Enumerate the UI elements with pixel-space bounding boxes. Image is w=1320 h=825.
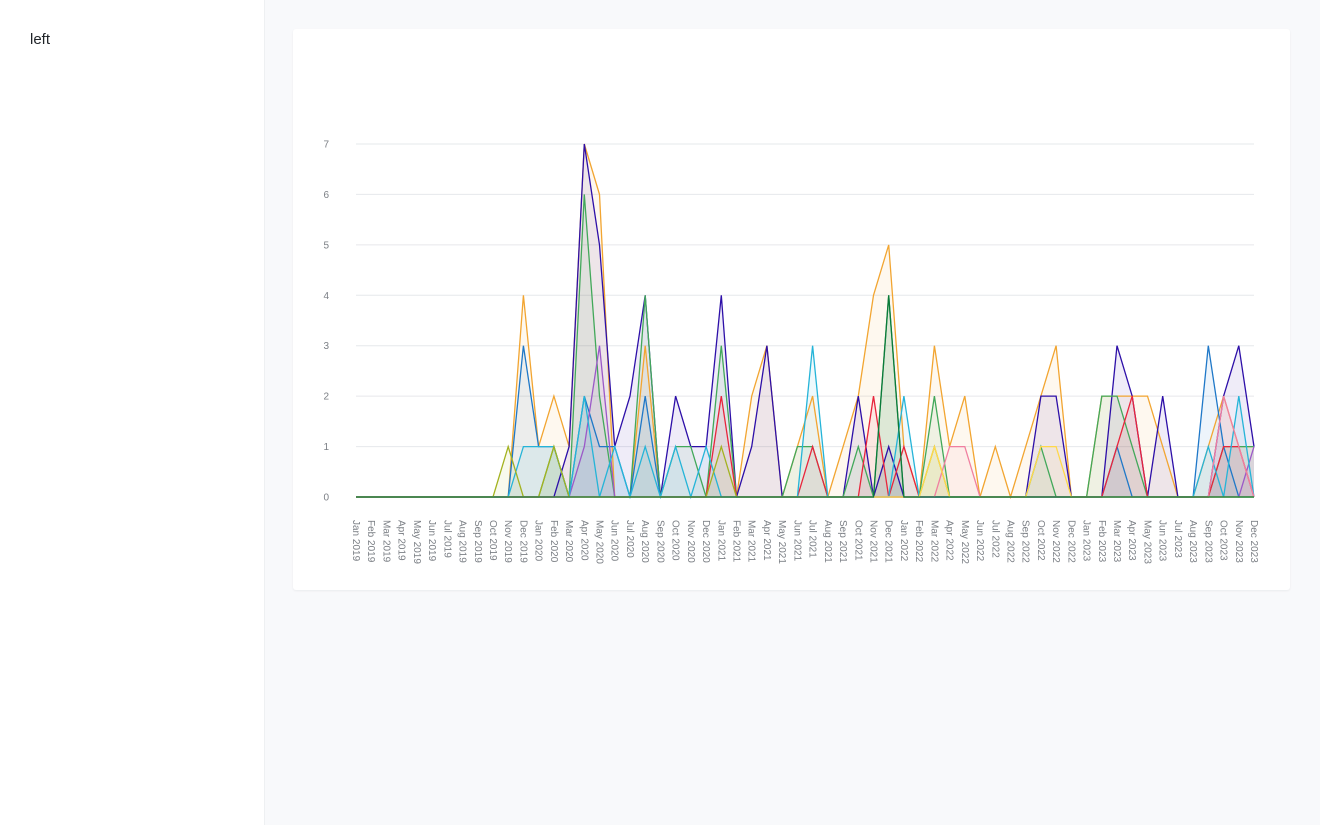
y-axis: 0 1 2 3 4 5 6 7 (323, 140, 329, 504)
x-tick-label: Feb 2019 (365, 520, 376, 563)
x-tick-label: Feb 2022 (913, 520, 924, 563)
y-tick-label: 4 (323, 291, 329, 302)
x-tick-label: Apr 2023 (1126, 520, 1137, 561)
x-tick-label: Mar 2023 (1111, 520, 1122, 563)
main-area: 0 1 2 3 4 5 6 7 Jan 2019 Feb 2019 Mar 2019 Apr 201… (265, 0, 1320, 825)
x-tick-label: Apr 2019 (396, 520, 407, 561)
x-tick-label: Aug 2020 (639, 520, 650, 563)
x-tick-label: Dec 2023 (1248, 520, 1259, 563)
y-tick-label: 7 (323, 140, 329, 151)
x-tick-label: Feb 2020 (548, 520, 559, 563)
x-tick-label: Dec 2019 (517, 520, 528, 563)
x-tick-label: Jul 2021 (807, 520, 818, 558)
x-tick-label: Aug 2022 (1004, 520, 1015, 563)
x-tick-label: Sep 2022 (1020, 520, 1031, 563)
x-tick-label: Feb 2021 (731, 520, 742, 563)
x-tick-label: Sep 2020 (654, 520, 665, 563)
y-tick-label: 2 (323, 392, 329, 403)
grid (356, 143, 1254, 498)
x-tick-label: Oct 2021 (852, 520, 863, 561)
y-tick-label: 5 (323, 240, 329, 251)
y-tick-label: 1 (323, 442, 329, 453)
x-tick-label: Oct 2022 (1035, 520, 1046, 561)
x-tick-label: Nov 2019 (502, 520, 513, 563)
x-tick-label: Nov 2021 (867, 520, 878, 563)
x-tick-label: Mar 2020 (563, 520, 574, 563)
x-tick-label: Sep 2021 (837, 520, 848, 563)
x-tick-label: May 2023 (1141, 520, 1152, 564)
x-tick-label: Aug 2023 (1187, 520, 1198, 563)
sidebar: left (0, 0, 265, 825)
x-tick-label: May 2019 (411, 520, 422, 564)
x-tick-label: Apr 2020 (578, 520, 589, 561)
x-tick-label: Apr 2022 (944, 520, 955, 561)
x-tick-label: Jan 2019 (350, 520, 361, 562)
x-tick-label: Sep 2019 (472, 520, 483, 563)
x-tick-label: Jan 2023 (1081, 520, 1092, 562)
chart-card: 0 1 2 3 4 5 6 7 Jan 2019 Feb 2019 Mar 2019 Apr 201… (293, 29, 1290, 590)
x-tick-label: Jul 2022 (989, 520, 1000, 558)
x-tick-label: Jan 2022 (898, 520, 909, 562)
x-tick-label: Feb 2023 (1096, 520, 1107, 563)
x-tick-label: Aug 2021 (822, 520, 833, 563)
y-tick-label: 0 (323, 493, 329, 504)
series-areas (356, 144, 1254, 497)
x-tick-label: Jan 2021 (715, 520, 726, 562)
x-tick-label: Dec 2020 (700, 520, 711, 563)
x-tick-label: Jul 2020 (624, 520, 635, 558)
x-tick-label: Mar 2019 (380, 520, 391, 563)
x-tick-label: Nov 2022 (1050, 520, 1061, 563)
x-tick-label: Jun 2023 (1157, 520, 1168, 562)
x-tick-label: May 2021 (776, 520, 787, 564)
x-tick-label: Oct 2020 (670, 520, 681, 561)
x-tick-label: Mar 2022 (928, 520, 939, 563)
x-axis: Jan 2019 Feb 2019 Mar 2019 Apr 2019 May 2019… (350, 520, 1259, 564)
x-tick-label: Jun 2019 (426, 520, 437, 562)
series-5-area (356, 396, 1254, 497)
x-tick-label: Jun 2021 (791, 520, 802, 562)
x-tick-label: Nov 2020 (685, 520, 696, 563)
y-tick-label: 3 (323, 341, 329, 352)
x-tick-label: Jul 2023 (1172, 520, 1183, 558)
x-tick-label: Jun 2020 (609, 520, 620, 562)
series-10-line (356, 295, 1254, 498)
x-tick-label: May 2020 (594, 520, 605, 564)
x-tick-label: Dec 2022 (1065, 520, 1076, 563)
x-tick-label: Apr 2021 (761, 520, 772, 561)
x-tick-label: Dec 2021 (883, 520, 894, 563)
x-tick-label: Oct 2019 (487, 520, 498, 561)
x-tick-label: Jan 2020 (533, 520, 544, 562)
y-tick-label: 6 (323, 190, 329, 201)
x-tick-label: Nov 2023 (1233, 520, 1244, 563)
x-tick-label: Jul 2019 (441, 520, 452, 558)
x-tick-label: Aug 2019 (457, 520, 468, 563)
area-chart: 0 1 2 3 4 5 6 7 Jan 2019 Feb 2019 Mar 2019 Apr 201… (323, 140, 1259, 565)
series-lines (356, 143, 1255, 500)
x-tick-label: Oct 2023 (1218, 520, 1229, 561)
sidebar-label: left (30, 31, 51, 48)
x-tick-label: May 2022 (959, 520, 970, 564)
x-tick-label: Jun 2022 (974, 520, 985, 562)
x-tick-label: Mar 2021 (746, 520, 757, 563)
x-tick-label: Sep 2023 (1202, 520, 1213, 563)
